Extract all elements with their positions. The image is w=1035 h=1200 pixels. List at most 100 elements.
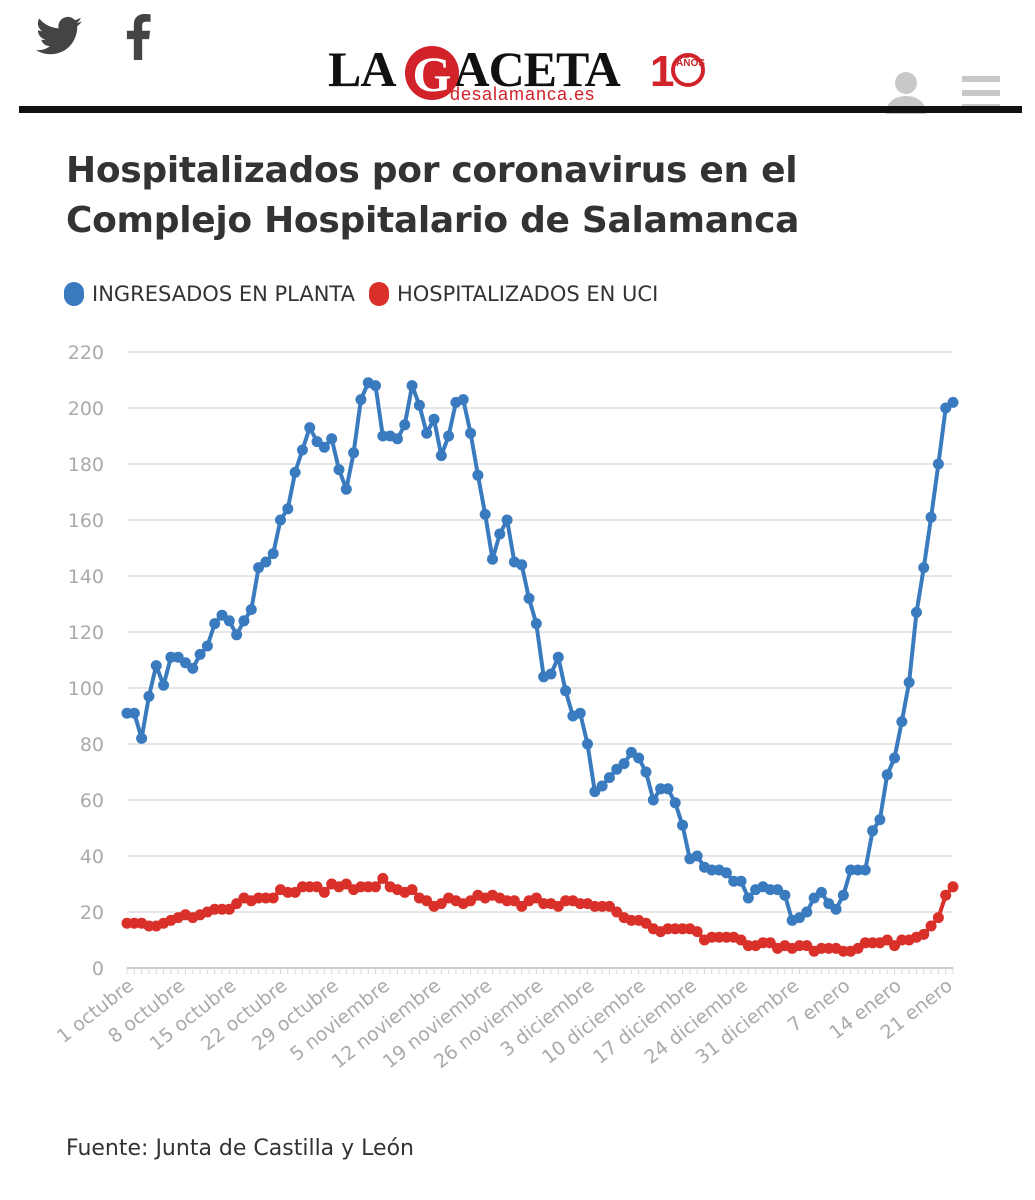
data-point-planta[interactable]: [486, 553, 498, 565]
data-point-planta[interactable]: [530, 618, 542, 630]
data-point-planta[interactable]: [260, 556, 272, 568]
data-point-planta[interactable]: [355, 394, 367, 406]
data-point-planta[interactable]: [677, 819, 689, 831]
data-point-planta[interactable]: [326, 433, 338, 445]
data-point-planta[interactable]: [815, 886, 827, 898]
data-point-planta[interactable]: [443, 430, 455, 442]
data-point-planta[interactable]: [479, 508, 491, 520]
data-point-uci[interactable]: [377, 872, 389, 884]
data-point-planta[interactable]: [720, 867, 732, 879]
data-point-planta[interactable]: [201, 640, 213, 652]
data-point-planta[interactable]: [859, 864, 871, 876]
data-point-planta[interactable]: [925, 511, 937, 523]
data-point-uci[interactable]: [947, 881, 959, 893]
data-point-planta[interactable]: [340, 483, 352, 495]
data-point-planta[interactable]: [932, 458, 944, 470]
data-point-planta[interactable]: [830, 903, 842, 915]
data-point-planta[interactable]: [618, 758, 630, 770]
data-point-planta[interactable]: [867, 825, 879, 837]
data-point-planta[interactable]: [910, 606, 922, 618]
data-point-planta[interactable]: [603, 772, 615, 784]
data-point-planta[interactable]: [947, 396, 959, 408]
data-point-planta[interactable]: [457, 394, 469, 406]
data-point-planta[interactable]: [691, 850, 703, 862]
legend-item-uci[interactable]: HOSPITALIZADOS EN UCI: [368, 282, 659, 306]
data-point-planta[interactable]: [596, 780, 608, 792]
data-point-planta[interactable]: [238, 615, 250, 627]
data-point-planta[interactable]: [370, 380, 382, 392]
data-point-planta[interactable]: [582, 738, 594, 750]
data-point-planta[interactable]: [494, 528, 506, 540]
data-point-planta[interactable]: [428, 413, 440, 425]
data-point-planta[interactable]: [348, 447, 360, 459]
data-point-planta[interactable]: [837, 889, 849, 901]
data-point-planta[interactable]: [333, 464, 345, 476]
data-point-planta[interactable]: [896, 716, 908, 728]
data-point-planta[interactable]: [304, 422, 316, 434]
data-point-planta[interactable]: [501, 514, 513, 526]
data-point-uci[interactable]: [318, 886, 330, 898]
data-point-planta[interactable]: [779, 889, 791, 901]
data-point-planta[interactable]: [545, 668, 557, 680]
data-point-planta[interactable]: [406, 380, 418, 392]
data-point-planta[interactable]: [209, 618, 221, 630]
data-point-uci[interactable]: [940, 889, 952, 901]
menu-icon[interactable]: [962, 76, 1000, 110]
data-point-planta[interactable]: [194, 648, 206, 660]
data-point-planta[interactable]: [267, 548, 279, 560]
data-point-planta[interactable]: [801, 906, 813, 918]
data-point-planta[interactable]: [560, 685, 572, 697]
data-point-uci[interactable]: [925, 920, 937, 932]
data-point-planta[interactable]: [223, 615, 235, 627]
data-point-planta[interactable]: [523, 592, 535, 604]
data-point-planta[interactable]: [391, 433, 403, 445]
data-point-planta[interactable]: [552, 651, 564, 663]
data-point-planta[interactable]: [640, 766, 652, 778]
legend-label-uci: HOSPITALIZADOS EN UCI: [396, 282, 659, 306]
data-point-planta[interactable]: [296, 444, 308, 456]
data-point-planta[interactable]: [889, 752, 901, 764]
data-point-planta[interactable]: [574, 707, 586, 719]
data-point-planta[interactable]: [143, 690, 155, 702]
data-point-planta[interactable]: [413, 399, 425, 411]
data-point-planta[interactable]: [318, 441, 330, 453]
data-point-planta[interactable]: [231, 629, 243, 641]
data-point-planta[interactable]: [662, 783, 674, 795]
data-point-uci[interactable]: [406, 884, 418, 896]
data-point-planta[interactable]: [874, 814, 886, 826]
data-point-uci[interactable]: [932, 912, 944, 924]
logo-g-mark: G: [405, 46, 459, 102]
data-point-planta[interactable]: [128, 707, 140, 719]
data-point-planta[interactable]: [903, 676, 915, 688]
data-point-planta[interactable]: [187, 662, 199, 674]
data-point-planta[interactable]: [516, 559, 528, 571]
data-point-planta[interactable]: [421, 427, 433, 439]
data-point-planta[interactable]: [275, 514, 287, 526]
twitter-icon[interactable]: [36, 16, 82, 56]
data-point-planta[interactable]: [399, 419, 411, 431]
data-point-planta[interactable]: [465, 427, 477, 439]
data-point-planta[interactable]: [918, 562, 930, 574]
facebook-icon[interactable]: [124, 14, 152, 60]
data-point-uci[interactable]: [691, 926, 703, 938]
data-point-uci[interactable]: [370, 881, 382, 893]
data-point-planta[interactable]: [742, 892, 754, 904]
svg-text:G: G: [413, 46, 452, 102]
data-point-planta[interactable]: [435, 450, 447, 462]
data-point-planta[interactable]: [633, 752, 645, 764]
data-point-planta[interactable]: [472, 469, 484, 481]
legend-item-planta[interactable]: INGRESADOS EN PLANTA: [64, 282, 355, 306]
data-point-planta[interactable]: [158, 679, 170, 691]
data-point-planta[interactable]: [881, 769, 893, 781]
data-point-planta[interactable]: [150, 660, 162, 672]
data-point-planta[interactable]: [647, 794, 659, 806]
data-point-uci[interactable]: [918, 928, 930, 940]
data-point-uci[interactable]: [267, 892, 279, 904]
data-point-planta[interactable]: [735, 875, 747, 887]
data-point-planta[interactable]: [136, 732, 148, 744]
data-point-planta[interactable]: [245, 604, 257, 616]
data-point-planta[interactable]: [282, 503, 294, 515]
data-point-planta[interactable]: [669, 797, 681, 809]
data-point-planta[interactable]: [289, 466, 301, 478]
y-tick-label: 40: [80, 846, 104, 868]
